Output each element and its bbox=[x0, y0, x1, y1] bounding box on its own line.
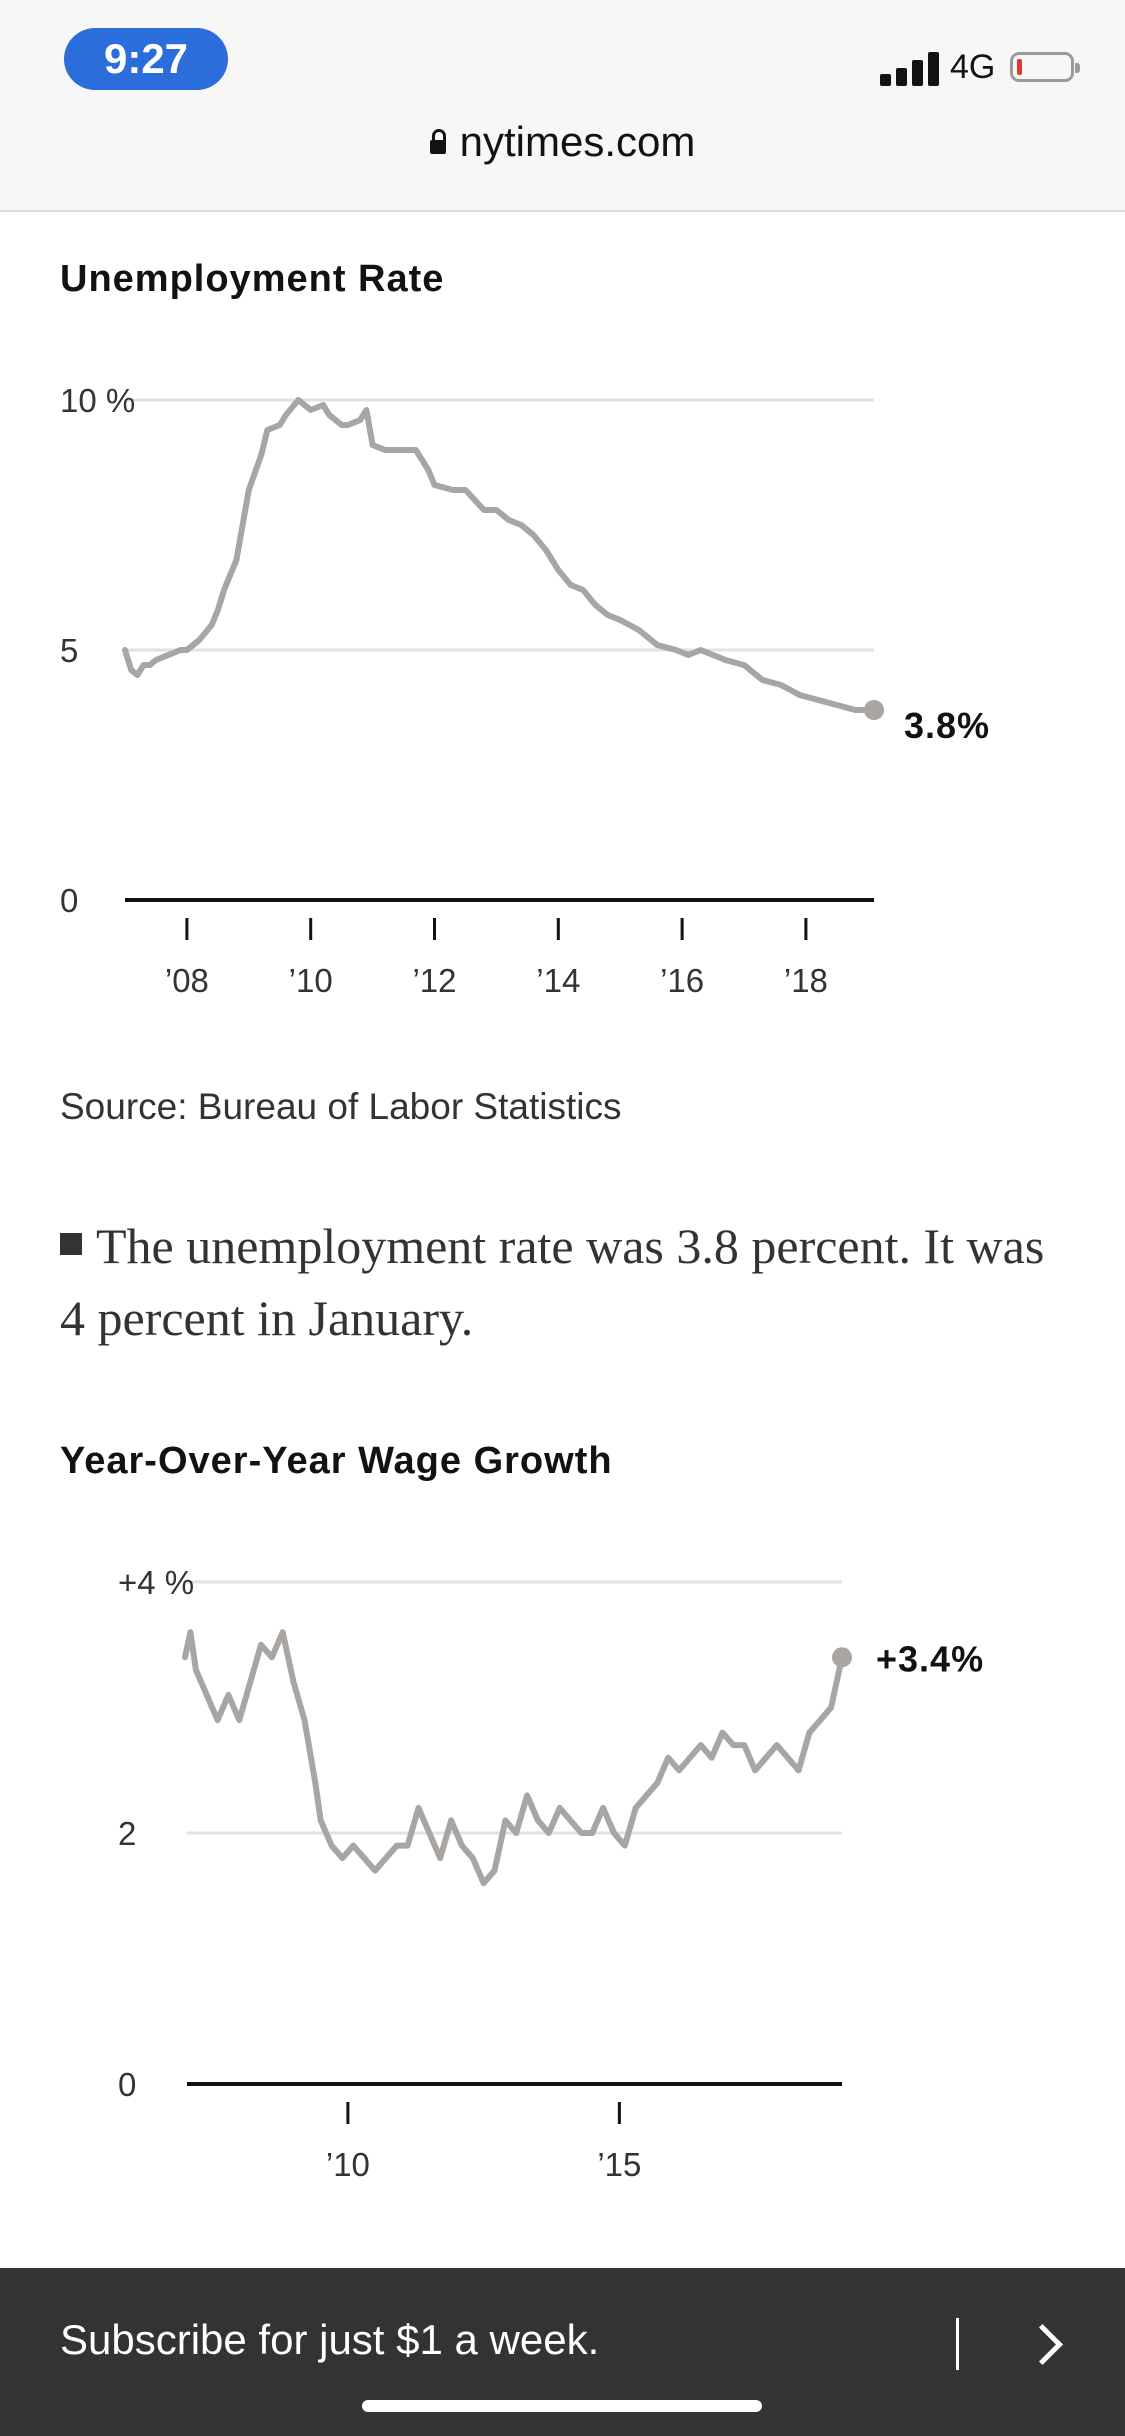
address-bar[interactable]: nytimes.com bbox=[0, 118, 1125, 166]
x-tick-label: ’08 bbox=[165, 962, 209, 999]
x-tick-label: ’14 bbox=[536, 962, 580, 999]
signal-icon bbox=[880, 50, 944, 86]
wage-growth-chart: +4 % 2 0 ’10 ’15 +3.4% bbox=[118, 1564, 984, 2183]
subscribe-banner[interactable]: Subscribe for just $1 a week. bbox=[0, 2268, 1125, 2436]
x-tick-label: ’10 bbox=[326, 2146, 370, 2183]
subscribe-text[interactable]: Subscribe for just $1 a week. bbox=[60, 2316, 600, 2363]
chart-title-wage-growth: Year-Over-Year Wage Growth bbox=[60, 1440, 613, 1482]
home-indicator[interactable] bbox=[362, 2400, 762, 2412]
end-point-marker bbox=[832, 1647, 852, 1668]
y-tick-label: 0 bbox=[118, 2066, 136, 2103]
chart-title-unemployment: Unemployment Rate bbox=[60, 258, 445, 300]
summary-text: The unemployment rate was 3.8 percent. I… bbox=[60, 1218, 1045, 1346]
browser-header: 9:27 4G nytimes.com bbox=[0, 0, 1125, 212]
banner-divider bbox=[956, 2318, 959, 2370]
chevron-right-icon[interactable] bbox=[1021, 2323, 1064, 2366]
x-tick-label: ’16 bbox=[660, 962, 704, 999]
series-line bbox=[122, 397, 877, 713]
end-value-label: +3.4% bbox=[876, 1638, 984, 1679]
series-line bbox=[182, 1629, 845, 1887]
status-time[interactable]: 9:27 bbox=[64, 28, 228, 90]
x-tick-label: ’18 bbox=[784, 962, 828, 999]
y-tick-label: 0 bbox=[60, 882, 78, 919]
x-tick-label: ’12 bbox=[412, 962, 456, 999]
lock-icon bbox=[429, 129, 446, 154]
end-value-label: 3.8% bbox=[904, 705, 990, 746]
source-note: Source: Bureau of Labor Statistics bbox=[60, 1086, 622, 1127]
bullet-icon bbox=[60, 1233, 82, 1255]
x-tick-label: ’10 bbox=[289, 962, 333, 999]
unemployment-chart: 10 % 5 0 ’08 ’10 ’12 ’14 ’16 ’18 3.8% bbox=[60, 382, 990, 999]
y-tick-label: 10 % bbox=[60, 382, 135, 419]
network-type: 4G bbox=[950, 48, 996, 86]
y-tick-label: +4 % bbox=[118, 1564, 194, 1601]
x-tick-label: ’15 bbox=[597, 2146, 641, 2183]
y-tick-label: 2 bbox=[118, 1815, 136, 1852]
y-tick-label: 5 bbox=[60, 632, 78, 669]
battery-icon bbox=[1010, 52, 1080, 82]
summary-paragraph: The unemployment rate was 3.8 percent. I… bbox=[60, 1210, 1070, 1354]
end-point-marker bbox=[864, 700, 884, 720]
url-text: nytimes.com bbox=[459, 118, 696, 165]
